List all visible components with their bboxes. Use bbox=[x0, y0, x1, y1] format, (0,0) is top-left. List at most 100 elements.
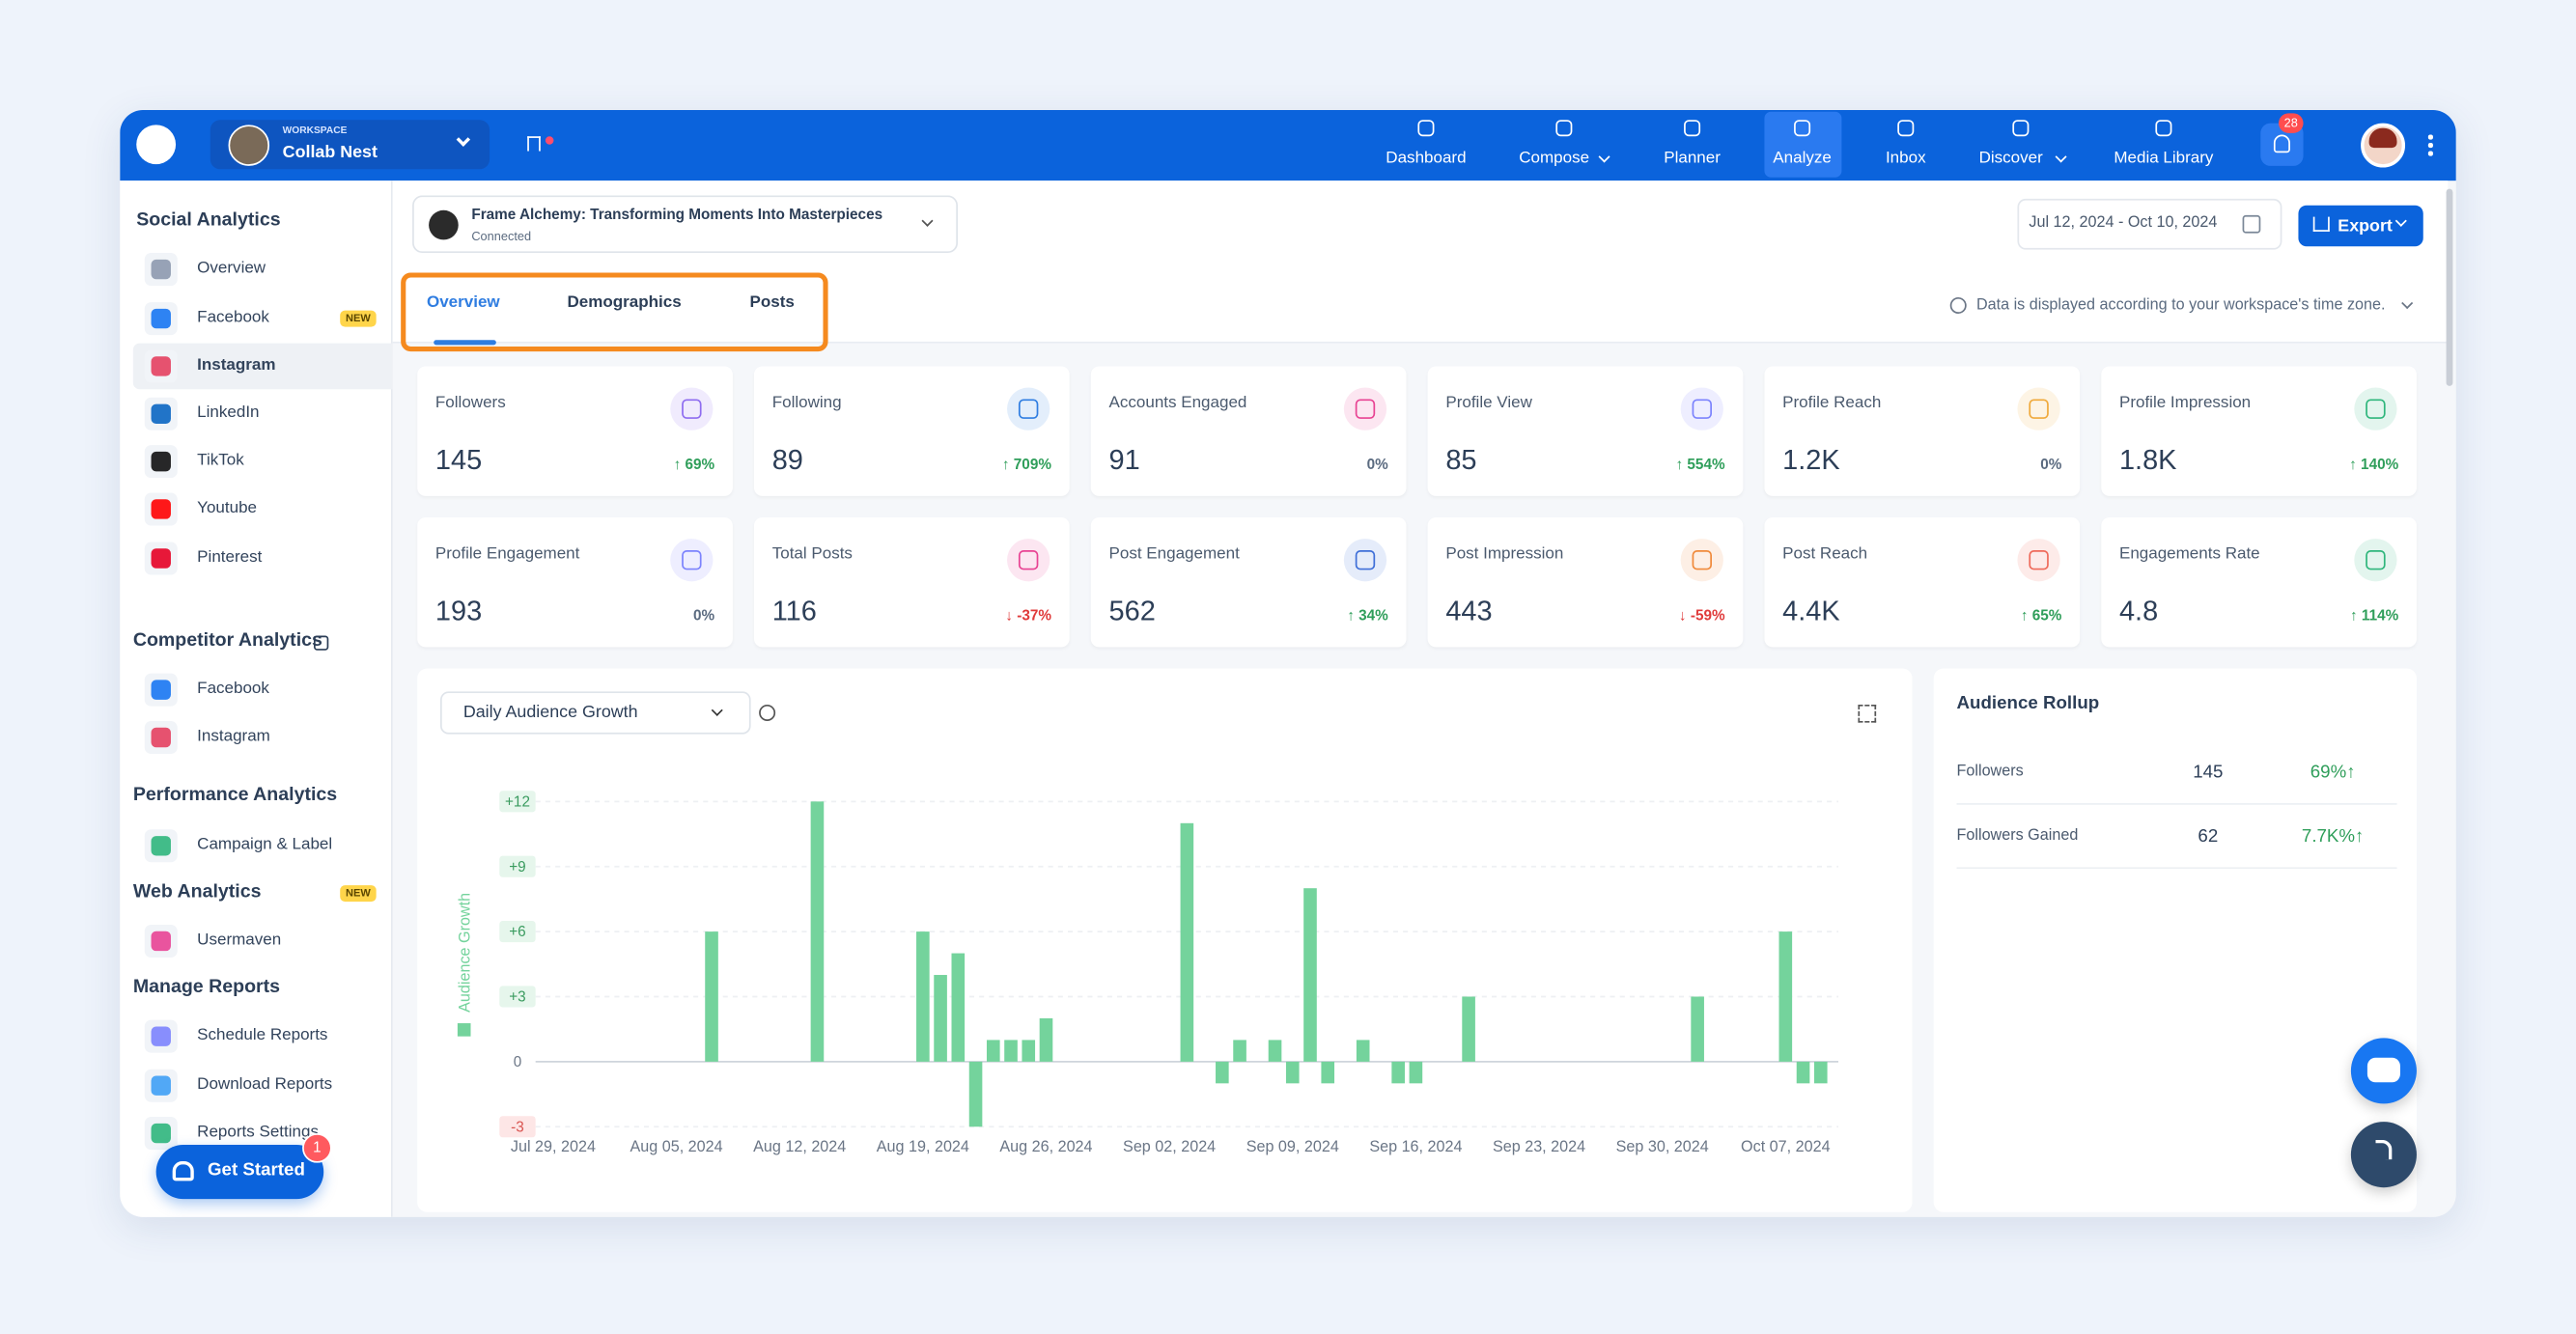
sidebar-section-title: Web Analytics bbox=[132, 882, 262, 903]
tab[interactable]: Overview bbox=[426, 293, 500, 313]
y-tick-label-bg bbox=[499, 855, 536, 877]
x-tick-label: Aug 12, 2024 bbox=[753, 1138, 846, 1155]
metric-icon bbox=[1018, 550, 1039, 570]
metric-icon-bg bbox=[1680, 387, 1723, 431]
sidebar-item[interactable]: Youtube bbox=[197, 499, 258, 517]
sidebar-item[interactable]: Reports Settings bbox=[197, 1123, 319, 1142]
sidebar-item[interactable]: TikTok bbox=[197, 451, 244, 470]
metric-value: 4.8 bbox=[2118, 595, 2159, 627]
nav-item[interactable]: Dashboard bbox=[1386, 149, 1467, 168]
nav-item[interactable]: Inbox bbox=[1885, 149, 1926, 168]
info-icon bbox=[1949, 296, 1967, 314]
metric-change: 0% bbox=[1366, 456, 1388, 473]
y-axis-label: Audience Growth bbox=[457, 893, 474, 1013]
account-selector[interactable] bbox=[412, 195, 958, 254]
metric-icon-bg bbox=[2017, 539, 2060, 582]
bar bbox=[1796, 1061, 1810, 1084]
export-label: Export bbox=[2338, 215, 2393, 236]
new-badge bbox=[340, 310, 377, 327]
sidebar-item[interactable]: Facebook bbox=[197, 308, 269, 327]
flag-dot bbox=[545, 136, 554, 145]
tab[interactable]: Posts bbox=[749, 293, 795, 313]
chart-title: Daily Audience Growth bbox=[462, 702, 638, 723]
export-button[interactable] bbox=[2298, 205, 2423, 247]
rollup-value: 62 bbox=[2198, 826, 2219, 848]
rollup-panel bbox=[1933, 668, 2417, 1212]
metric-card bbox=[1090, 366, 1407, 496]
y-tick-label-bg bbox=[499, 791, 536, 813]
sidebar-item[interactable]: Usermaven bbox=[197, 931, 282, 950]
get-started-label[interactable]: Get Started bbox=[207, 1160, 305, 1181]
nav-item[interactable]: Discover bbox=[1978, 149, 2043, 168]
chart-dropdown[interactable] bbox=[440, 691, 751, 735]
nav-active-bg bbox=[1764, 111, 1842, 178]
metric-change: ↓ -59% bbox=[1678, 606, 1725, 624]
chart-panel: -3 0 +3 +6 +9 +12 Audience Growth Jul 29, 2024 A… bbox=[417, 668, 1913, 1212]
logo bbox=[136, 125, 177, 165]
date-range-picker[interactable] bbox=[2017, 198, 2282, 250]
sidebar-item[interactable]: Overview bbox=[197, 259, 266, 278]
metric-card bbox=[1427, 516, 1744, 648]
tab[interactable]: Demographics bbox=[567, 293, 682, 313]
bar bbox=[1285, 1061, 1300, 1084]
sidebar-item[interactable]: Download Reports bbox=[197, 1075, 333, 1095]
sidebar-icon bbox=[151, 356, 171, 376]
metric-label: Engagements Rate bbox=[2118, 544, 2260, 564]
metric-label: Profile Engagement bbox=[434, 544, 580, 564]
scrollbar bbox=[2446, 188, 2453, 386]
fullscreen-icon[interactable] bbox=[1858, 704, 1877, 723]
metric-icon-bg bbox=[2017, 387, 2060, 431]
sidebar-section-title: Manage Reports bbox=[132, 977, 281, 998]
sidebar-icon bbox=[151, 680, 171, 700]
x-tick-label: Aug 26, 2024 bbox=[999, 1138, 1092, 1155]
y-tick-label: -3 bbox=[511, 1119, 524, 1135]
nav-item[interactable]: Analyze bbox=[1773, 149, 1832, 168]
metric-card bbox=[1764, 516, 2081, 648]
workspace-label: WORKSPACE bbox=[282, 126, 348, 137]
metric-icon bbox=[2029, 550, 2049, 570]
nav-item[interactable]: Media Library bbox=[2114, 149, 2214, 168]
legend-swatch bbox=[457, 1023, 471, 1037]
sidebar-item[interactable]: Schedule Reports bbox=[197, 1026, 328, 1045]
metric-icon-bg bbox=[1343, 539, 1387, 582]
bar bbox=[968, 1061, 983, 1127]
x-tick-label: Sep 30, 2024 bbox=[1616, 1138, 1709, 1155]
metric-label: Total Posts bbox=[771, 544, 853, 564]
metric-card bbox=[1764, 366, 2081, 496]
sidebar-item[interactable]: Instagram bbox=[197, 356, 276, 375]
metric-icon bbox=[1018, 399, 1039, 419]
nav-item[interactable]: Compose bbox=[1519, 149, 1590, 168]
nav-item[interactable]: Planner bbox=[1664, 149, 1721, 168]
metric-icon bbox=[1355, 399, 1376, 419]
metric-icon bbox=[2366, 399, 2386, 419]
metric-icon bbox=[682, 550, 702, 570]
sidebar-item[interactable]: Campaign & Label bbox=[197, 836, 333, 854]
nav-icon bbox=[2155, 120, 2172, 137]
metric-icon-bg bbox=[670, 539, 714, 582]
rollup-divider bbox=[1956, 867, 2397, 870]
metric-icon-bg bbox=[1007, 387, 1050, 431]
sidebar-item[interactable]: Pinterest bbox=[197, 548, 263, 568]
get-started-badge bbox=[302, 1133, 332, 1163]
rollup-title: Audience Rollup bbox=[1956, 693, 2100, 714]
date-range: Jul 12, 2024 - Oct 10, 2024 bbox=[2029, 213, 2218, 233]
metric-change: ↓ -37% bbox=[1005, 606, 1051, 624]
sidebar-icon bbox=[151, 499, 171, 519]
bar bbox=[1180, 822, 1194, 1062]
x-tick-label: Oct 07, 2024 bbox=[1741, 1138, 1831, 1155]
sidebar-icon bbox=[151, 931, 171, 952]
sidebar-icon bbox=[151, 1026, 171, 1046]
sidebar-item[interactable]: Facebook bbox=[197, 680, 269, 699]
x-tick-label: Aug 05, 2024 bbox=[630, 1138, 723, 1155]
sidebar-section-title: Performance Analytics bbox=[132, 785, 338, 806]
metric-card bbox=[2101, 516, 2417, 648]
sidebar-item[interactable]: Instagram bbox=[197, 727, 270, 746]
metric-icon bbox=[1692, 399, 1712, 419]
metric-value: 193 bbox=[434, 595, 483, 627]
bar bbox=[810, 801, 825, 1062]
bar bbox=[1462, 996, 1475, 1062]
sidebar-item[interactable]: LinkedIn bbox=[197, 403, 260, 423]
y-tick-label: +3 bbox=[509, 989, 525, 1006]
